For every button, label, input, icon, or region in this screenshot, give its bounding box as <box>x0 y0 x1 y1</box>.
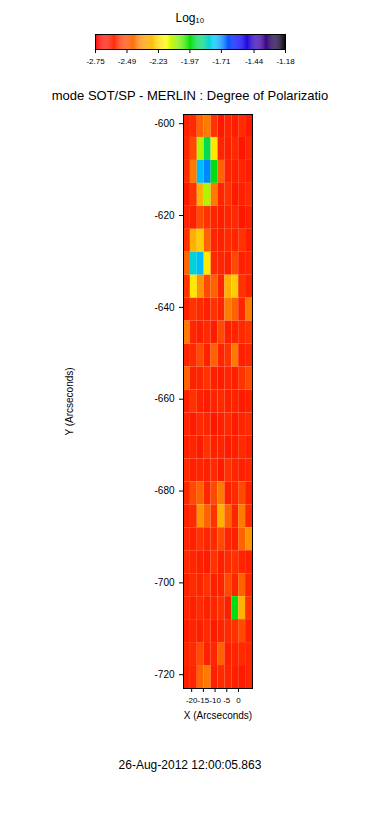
svg-text:-20: -20 <box>186 696 198 705</box>
svg-text:-2.23: -2.23 <box>149 57 168 66</box>
svg-text:-640: -640 <box>154 302 174 313</box>
html-text:Log₁₀: Log₁₀ <box>175 11 205 25</box>
svg-text:0: 0 <box>236 696 241 705</box>
svg-text:Y (Arcseconds): Y (Arcseconds) <box>64 367 75 435</box>
svg-text:-660: -660 <box>154 393 174 404</box>
svg-text:-600: -600 <box>154 118 174 129</box>
svg-text:-10: -10 <box>209 696 221 705</box>
svg-text:-1.71: -1.71 <box>212 57 231 66</box>
svg-text:-1.44: -1.44 <box>245 57 264 66</box>
svg-text:-15: -15 <box>198 696 210 705</box>
svg-text:X (Arcseconds): X (Arcseconds) <box>184 710 252 721</box>
svg-text:-700: -700 <box>154 577 174 588</box>
svg-text:-680: -680 <box>154 485 174 496</box>
html-text:26-Aug-2012 12:00:05.863: 26-Aug-2012 12:00:05.863 <box>118 758 262 772</box>
svg-text:-5: -5 <box>223 696 231 705</box>
svg-text:-1.18: -1.18 <box>276 57 295 66</box>
svg-text:-620: -620 <box>154 210 174 221</box>
html-text:mode SOT/SP - MERLIN : Degree: mode SOT/SP - MERLIN : Degree of Polariz… <box>51 88 329 103</box>
svg-text:-720: -720 <box>154 669 174 680</box>
svg-text:-1.97: -1.97 <box>181 57 200 66</box>
svg-text:-2.75: -2.75 <box>86 57 105 66</box>
svg-text:-2.49: -2.49 <box>118 57 137 66</box>
